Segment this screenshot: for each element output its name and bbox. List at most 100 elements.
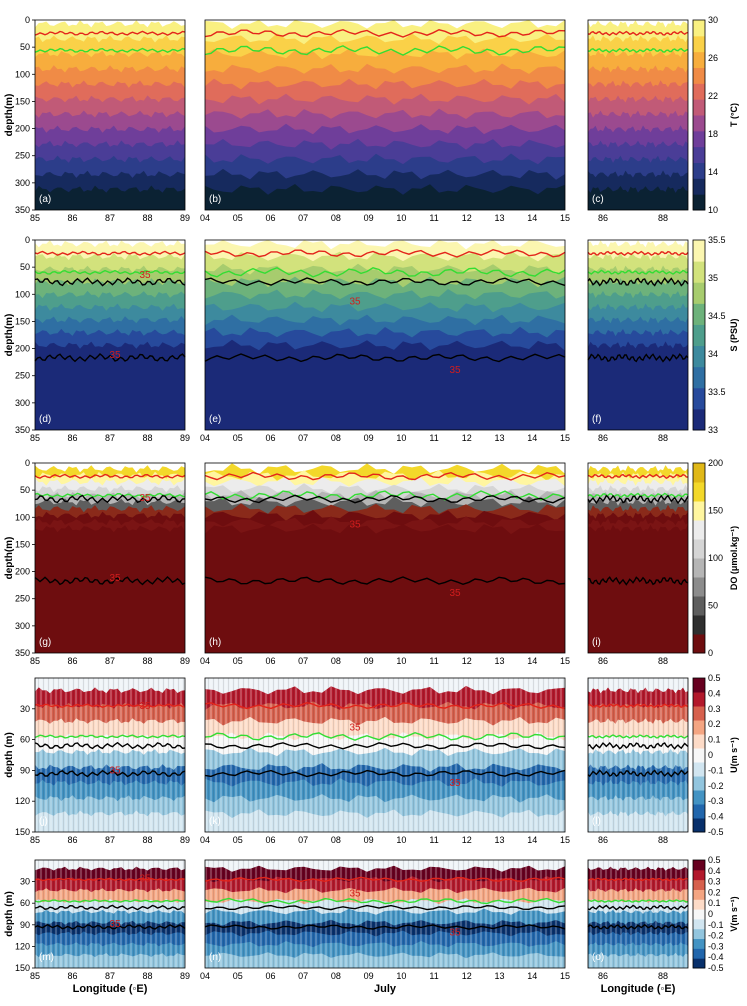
axes-frame (587, 677, 689, 833)
colorbar-segment (693, 83, 705, 100)
x-tick-label: 15 (560, 971, 570, 981)
colorbar-label: DO (μmol.kg⁻¹) (729, 526, 739, 590)
x-tick-label: 88 (142, 213, 152, 223)
heatmap-band (205, 339, 565, 430)
colorbar-tick-label: 0 (708, 648, 713, 658)
x-tick-label: 05 (233, 835, 243, 845)
y-tick-label: 200 (15, 567, 30, 577)
contour-line (587, 494, 689, 505)
x-tick-label: 13 (495, 433, 505, 443)
colorbar-tick-label: -0.2 (708, 781, 724, 791)
x-tick-label: 08 (331, 433, 341, 443)
isotherm-line-green (587, 269, 689, 275)
colorbar-tick-label: 35.5 (708, 235, 726, 245)
colorbar-segment (693, 748, 705, 763)
x-tick-label: 88 (658, 835, 668, 845)
colorbar-segment (693, 240, 705, 262)
contour-label-35: 35 (139, 874, 151, 885)
colorbar-segment (693, 958, 705, 969)
colorbar-tick-label: 0.3 (708, 704, 721, 714)
heatmap-band (35, 341, 185, 430)
colorbar-segment (693, 51, 705, 68)
x-tick-label: 14 (527, 213, 537, 223)
y-tick-label: 150 (15, 539, 30, 549)
x-tick-label: 05 (233, 213, 243, 223)
texture-overlay (205, 860, 565, 968)
x-tick-label: 08 (331, 656, 341, 666)
colorbar-segment (693, 345, 705, 368)
isotherm-line-green (34, 899, 186, 903)
y-axis-label: depth(m) (4, 94, 15, 137)
colorbar-segment (693, 463, 705, 483)
contour-line (587, 576, 689, 586)
panel-label: (i) (592, 637, 601, 648)
colorbar-segment (693, 818, 705, 833)
x-tick-label: 86 (598, 971, 608, 981)
y-tick-label: 200 (15, 344, 30, 354)
x-tick-label: 04 (200, 213, 210, 223)
contour-line (204, 277, 566, 287)
axes-frame (204, 19, 566, 211)
colorbar-label: S (PSU) (729, 318, 739, 351)
x-tick-label: 85 (30, 433, 40, 443)
x-tick-label: 88 (658, 656, 668, 666)
colorbar-segment (693, 35, 705, 53)
x-tick-label: 86 (598, 433, 608, 443)
x-tick-label: 06 (265, 433, 275, 443)
x-tick-label: 08 (331, 971, 341, 981)
colorbar-segment (693, 303, 705, 325)
x-tick-label: 88 (142, 656, 152, 666)
x-tick-label: 08 (331, 835, 341, 845)
x-tick-label: 10 (396, 433, 406, 443)
contour-label-35: 35 (349, 520, 361, 531)
isotherm-line-green (34, 47, 186, 53)
y-tick-label: 50 (20, 262, 30, 272)
x-tick-label: 13 (495, 213, 505, 223)
x-tick-label: 09 (364, 835, 374, 845)
colorbar-segment (693, 938, 705, 949)
colorbar-segment (693, 366, 705, 389)
panel-label: (a) (39, 194, 51, 205)
colorbar-segment (693, 860, 705, 871)
isotherm-line-green (587, 899, 689, 903)
x-tick-label: 86 (67, 971, 77, 981)
isotherm-line-green (587, 734, 689, 739)
y-tick-label: 150 (15, 827, 30, 837)
colorbar-tick-label: 50 (708, 601, 718, 611)
x-tick-label: 06 (265, 971, 275, 981)
contour-label-35: 35 (449, 928, 461, 939)
y-tick-label: 30 (20, 877, 30, 887)
y-tick-label: 50 (20, 485, 30, 495)
mld-line-red (587, 250, 689, 257)
y-tick-label: 150 (15, 316, 30, 326)
contour-line (204, 904, 566, 911)
colorbar-frame (692, 239, 706, 431)
x-tick-label: 88 (658, 213, 668, 223)
x-tick-label: 85 (30, 971, 40, 981)
x-tick-label: 10 (396, 971, 406, 981)
x-tick-label: 86 (67, 835, 77, 845)
panel-label: (d) (39, 414, 51, 425)
x-tick-label: 05 (233, 971, 243, 981)
contour-line (34, 904, 186, 911)
panel-label: (n) (209, 952, 221, 963)
contour-label-35: 35 (349, 889, 361, 900)
colorbar-tick-label: -0.3 (708, 941, 724, 951)
mld-line-red (34, 250, 186, 256)
x-tick-label: 09 (364, 971, 374, 981)
colorbar-tick-label: 34.5 (708, 311, 726, 321)
heatmap-band (588, 186, 688, 210)
mld-line-red (587, 473, 689, 480)
panel-label: (b) (209, 194, 221, 205)
y-tick-label: 100 (15, 512, 30, 522)
y-tick-label: 350 (15, 648, 30, 658)
contour-line (204, 769, 566, 778)
contour-line (587, 769, 689, 778)
y-tick-label: 300 (15, 398, 30, 408)
contour-label-35: 35 (109, 350, 121, 361)
x-tick-label: 15 (560, 433, 570, 443)
colorbar-segment (693, 804, 705, 819)
colorbar-tick-label: 0.3 (708, 877, 721, 887)
colorbar-tick-label: -0.5 (708, 963, 724, 973)
colorbar-segment (693, 706, 705, 721)
